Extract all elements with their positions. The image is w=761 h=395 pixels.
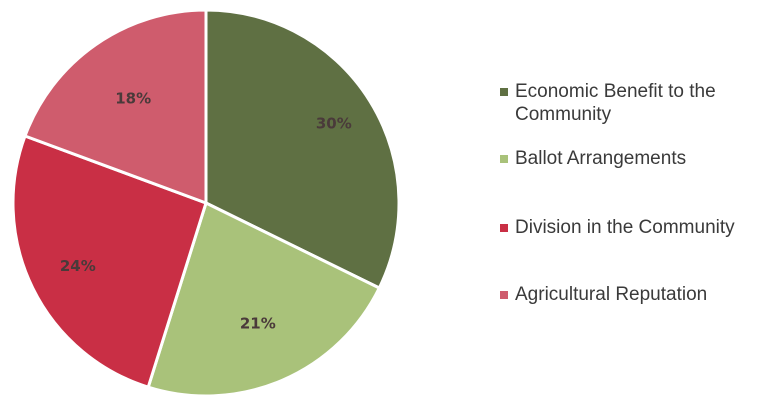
legend-label: Agricultural Reputation bbox=[515, 284, 708, 305]
legend-swatch bbox=[500, 291, 508, 299]
pie-slice-economic-benefit-to-the-community bbox=[204, 8, 401, 290]
pie-slice-value-label: 21% bbox=[240, 315, 276, 333]
legend-swatch bbox=[500, 88, 508, 96]
pie-labels: 30% 21% 24% 18% bbox=[60, 90, 352, 333]
pie-slice-value-label: 24% bbox=[60, 257, 96, 275]
pie-slice-division-in-the-community bbox=[11, 134, 208, 389]
pie-slice-ballot-arrangements bbox=[146, 201, 381, 395]
legend-swatch bbox=[500, 155, 508, 163]
legend-item-agricultural-reputation: Agricultural Reputation bbox=[500, 283, 750, 306]
legend-item-division: Division in the Community bbox=[500, 216, 750, 239]
legend-item-ballot-arrangements: Ballot Arrangements bbox=[500, 147, 750, 170]
legend-item-economic-benefit: Economic Benefit to the Community bbox=[500, 80, 750, 126]
pie-slices bbox=[11, 8, 401, 395]
legend-label: Ballot Arrangements bbox=[515, 148, 687, 169]
pie-slice-value-label: 30% bbox=[316, 114, 352, 132]
legend-label: Division in the Community bbox=[515, 217, 735, 238]
legend-label: Economic Benefit to the Community bbox=[515, 81, 716, 125]
pie-slice-value-label: 18% bbox=[115, 90, 151, 108]
pie-slice-agricultural-reputation bbox=[23, 8, 208, 205]
legend-swatch bbox=[500, 224, 508, 232]
